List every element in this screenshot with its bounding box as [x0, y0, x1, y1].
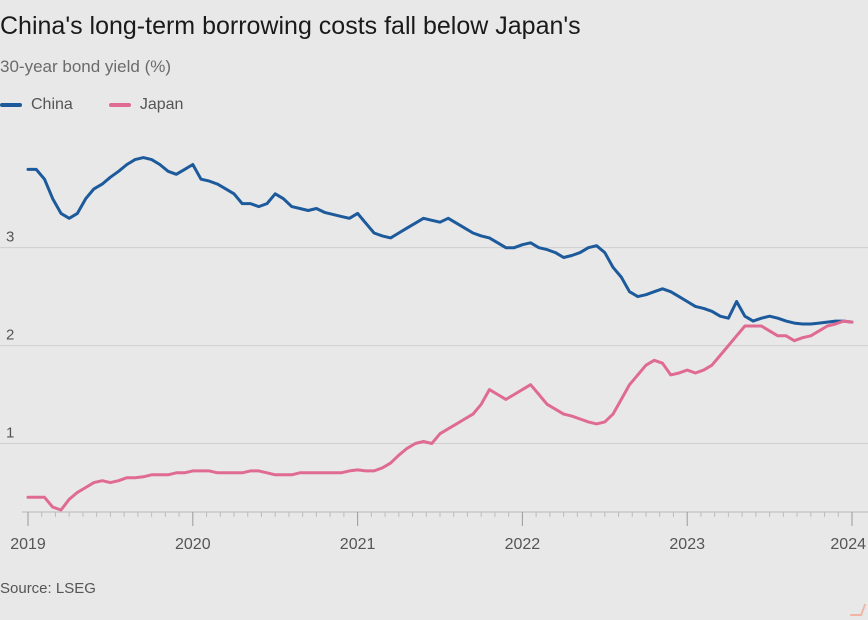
- x-tick-label: 2022: [505, 536, 541, 553]
- legend-swatch-japan: [108, 103, 131, 107]
- series-line-japan: [26, 319, 854, 512]
- legend-label-china: China: [31, 96, 73, 113]
- series-layer: [26, 156, 854, 512]
- x-tick-label: 2019: [10, 536, 46, 553]
- legend-item-japan[interactable]: Japan: [108, 96, 184, 114]
- legend-label-japan: Japan: [139, 96, 184, 113]
- series-line-china: [26, 156, 854, 326]
- x-tick-label: 2023: [669, 536, 705, 553]
- x-tick-label: 2020: [175, 536, 211, 553]
- chart-title: China's long-term borrowing costs fall b…: [0, 12, 581, 40]
- legend-item-china[interactable]: China: [0, 96, 73, 114]
- chart-subtitle: 30-year bond yield (%): [0, 57, 172, 76]
- y-tick-label: 2: [6, 327, 14, 344]
- chart-legend: China Japan: [0, 95, 219, 115]
- grid-layer: [0, 247, 868, 444]
- x-tick-label: 2021: [340, 536, 376, 553]
- y-tick-label: 1: [6, 424, 14, 441]
- y-tick-label: 3: [6, 229, 14, 246]
- legend-swatch-china: [0, 103, 22, 107]
- axis-layer: 1 2 3 2019 2020 2021 2022 2023 2024: [6, 229, 868, 553]
- x-tick-label: 2024: [830, 536, 866, 553]
- source-note: Source: LSEG: [0, 580, 96, 597]
